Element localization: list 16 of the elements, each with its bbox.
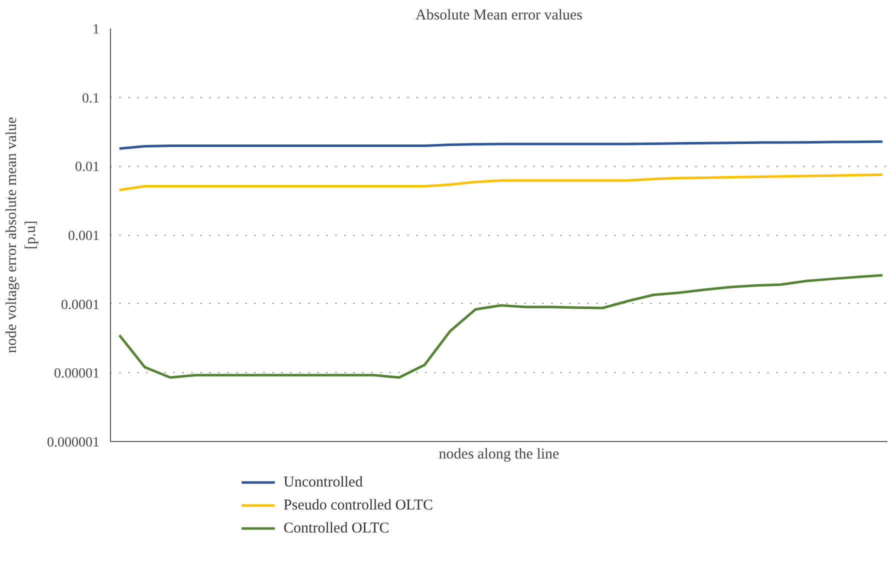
- y-axis-title: node voltage error absolute mean value [p.u]: [4, 116, 39, 354]
- y-tick-label: 1: [92, 22, 100, 38]
- y-tick-label: 0.0001: [61, 298, 100, 313]
- y-tick-label: 0.01: [75, 160, 100, 176]
- chart-title: Absolute Mean error values: [415, 8, 583, 24]
- y-tick-label: 0.00001: [54, 366, 100, 382]
- line-series: [118, 140, 884, 150]
- y-tick-label: 0.000001: [47, 436, 100, 450]
- y-tick-label: 0.001: [68, 229, 100, 244]
- y-tick-label: 0.1: [82, 91, 100, 106]
- x-axis-title: nodes along the line: [438, 446, 560, 462]
- legend-label: Uncontrolled: [284, 474, 364, 490]
- line-series: [118, 174, 884, 192]
- legend-label: Pseudo controlled OLTC: [284, 498, 433, 514]
- legend-label: Controlled OLTC: [284, 520, 390, 536]
- line-series: [118, 274, 884, 379]
